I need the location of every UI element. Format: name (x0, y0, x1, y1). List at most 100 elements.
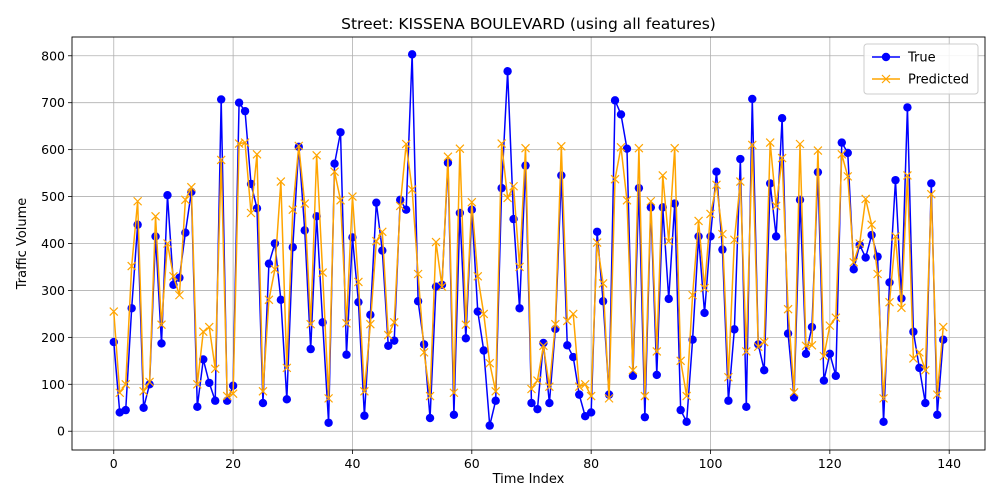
data-point-predicted (640, 391, 650, 401)
data-point-predicted (270, 264, 280, 274)
data-point-true (736, 154, 745, 164)
data-point-true (724, 396, 733, 405)
data-point-predicted (723, 372, 733, 382)
data-point-predicted (461, 320, 471, 330)
data-point-predicted (873, 269, 883, 279)
data-point-predicted (628, 365, 638, 375)
data-point-predicted (932, 390, 942, 400)
data-point-true (401, 205, 411, 214)
data-point-true (903, 103, 912, 112)
data-point-predicted (891, 232, 900, 241)
data-point-true (497, 183, 506, 193)
data-point-predicted (246, 208, 256, 218)
data-point-predicted (198, 327, 208, 337)
data-point-predicted (192, 379, 202, 389)
data-point-true (586, 408, 596, 417)
data-point-predicted (127, 261, 137, 271)
data-point-true (933, 410, 942, 420)
data-point-predicted (419, 347, 429, 357)
x-tick-label: 40 (345, 456, 361, 471)
data-point-predicted (843, 171, 853, 181)
data-point-predicted (795, 139, 805, 149)
data-point-predicted (282, 363, 292, 373)
data-point-predicted (491, 386, 501, 396)
data-point-predicted (497, 139, 507, 148)
data-point-predicted (437, 282, 447, 292)
data-point-predicted (706, 209, 715, 219)
data-point-true (515, 304, 524, 313)
data-point-true (748, 94, 757, 104)
data-point-true (598, 297, 608, 306)
data-point-predicted (145, 377, 154, 387)
data-point-true (682, 417, 691, 427)
data-point-predicted (312, 150, 322, 160)
x-tick-label: 20 (225, 456, 241, 471)
data-point-predicted (533, 376, 542, 385)
data-point-true (539, 338, 548, 348)
data-point-predicted (831, 313, 841, 323)
data-point-predicted (741, 347, 751, 356)
data-point-predicted (157, 320, 166, 330)
data-point-true (193, 402, 202, 412)
data-point-true (378, 246, 387, 255)
data-point-predicted (604, 393, 614, 403)
data-point-predicted (288, 205, 298, 215)
data-point-predicted (777, 153, 787, 163)
data-point-true (580, 412, 590, 421)
data-point-true (706, 232, 715, 241)
data-point-predicted (443, 152, 453, 162)
data-point-predicted (747, 140, 757, 150)
data-point-true (915, 363, 924, 373)
x-axis-label: Time Index (492, 472, 565, 487)
y-tick-label: 600 (41, 142, 65, 157)
data-point-predicted (371, 236, 381, 246)
legend-label-true: True (907, 51, 936, 66)
data-point-predicted (789, 387, 799, 397)
data-point-predicted (163, 239, 172, 248)
data-point-true (885, 278, 894, 287)
data-point-predicted (825, 321, 835, 331)
data-point-true (783, 329, 793, 338)
data-point-predicted (515, 262, 524, 272)
data-point-true (939, 335, 948, 344)
data-point-predicted (324, 393, 334, 403)
data-point-predicted (318, 268, 328, 278)
data-point-predicted (359, 386, 369, 396)
data-point-true (324, 418, 333, 427)
data-point-true (372, 198, 381, 207)
data-point-predicted (712, 180, 721, 190)
data-point-predicted (753, 342, 763, 352)
data-point-predicted (133, 196, 143, 206)
data-point-predicted (903, 171, 912, 180)
data-point-true (891, 175, 900, 185)
data-point-true (569, 352, 578, 362)
y-tick-label: 300 (41, 283, 65, 298)
axis-ticks: 0 20 40 60 80 100 120 140 0 100 200 300 400 500 600 700… (41, 48, 961, 471)
data-point-predicted (586, 391, 596, 401)
series-predicted-line (113, 141, 944, 400)
data-point-true (616, 110, 626, 119)
data-point-predicted (670, 143, 680, 153)
data-point-true (610, 96, 620, 105)
data-point-predicted (425, 391, 435, 401)
data-point-true (777, 113, 787, 123)
data-point-predicted (658, 171, 668, 180)
data-point-predicted (837, 149, 847, 159)
data-point-true (503, 67, 512, 76)
data-point-predicted (389, 317, 399, 327)
data-point-predicted (855, 239, 865, 248)
data-point-true (425, 413, 435, 423)
y-tick-label: 200 (41, 330, 65, 345)
data-point-predicted (485, 358, 495, 368)
data-point-true (557, 171, 566, 180)
x-tick-label: 100 (699, 456, 723, 471)
y-tick-label: 400 (41, 236, 65, 251)
data-point-predicted (538, 341, 548, 351)
data-point-true (843, 148, 852, 158)
data-point-true (306, 344, 315, 354)
data-point-predicted (676, 356, 686, 366)
data-point-true (819, 376, 829, 385)
data-point-predicted (652, 347, 662, 356)
data-point-true (491, 396, 500, 405)
